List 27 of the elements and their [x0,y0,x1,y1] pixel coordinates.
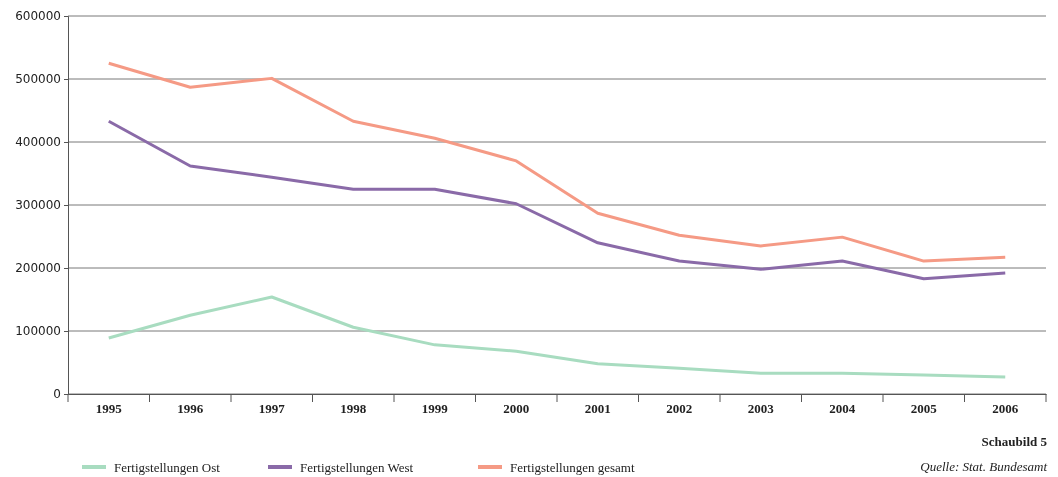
x-tick-label: 1998 [340,400,367,416]
x-tick-label: 2001 [584,400,611,416]
line-series [107,61,1007,263]
x-tick-label: 2004 [829,400,856,416]
y-tick-label: 200000 [15,261,61,276]
text: Schaubild 5 [981,434,1048,449]
legend-label: Fertigstellungen West [300,459,414,475]
y-tick-label: 100000 [15,324,61,339]
x-tick-label: 2000 [503,400,530,416]
y-tick-label: 400000 [15,135,61,150]
x-tick-label: 2003 [747,400,775,416]
x-tick-label: 2006 [992,400,1019,416]
x-tick-label: 1995 [95,400,123,416]
y-tick-label: 500000 [15,72,61,87]
y-tick-label: 600000 [15,9,61,24]
y-tick-label: 300000 [15,198,61,213]
x-tick-label: 1996 [177,400,204,416]
legend-label: Fertigstellungen gesamt [510,459,635,475]
line-series [107,295,1007,379]
x-tick-label: 2005 [910,400,938,416]
line-series [107,119,1007,281]
x-tick-label: 1997 [258,400,286,416]
x-tick-label: 1999 [421,400,449,416]
x-tick-label: 2002 [666,400,693,416]
y-tick-label: 0 [53,387,61,402]
legend-label: Fertigstellungen Ost [114,459,221,475]
source-note: Quelle: Stat. Bundesamt [920,459,1048,474]
